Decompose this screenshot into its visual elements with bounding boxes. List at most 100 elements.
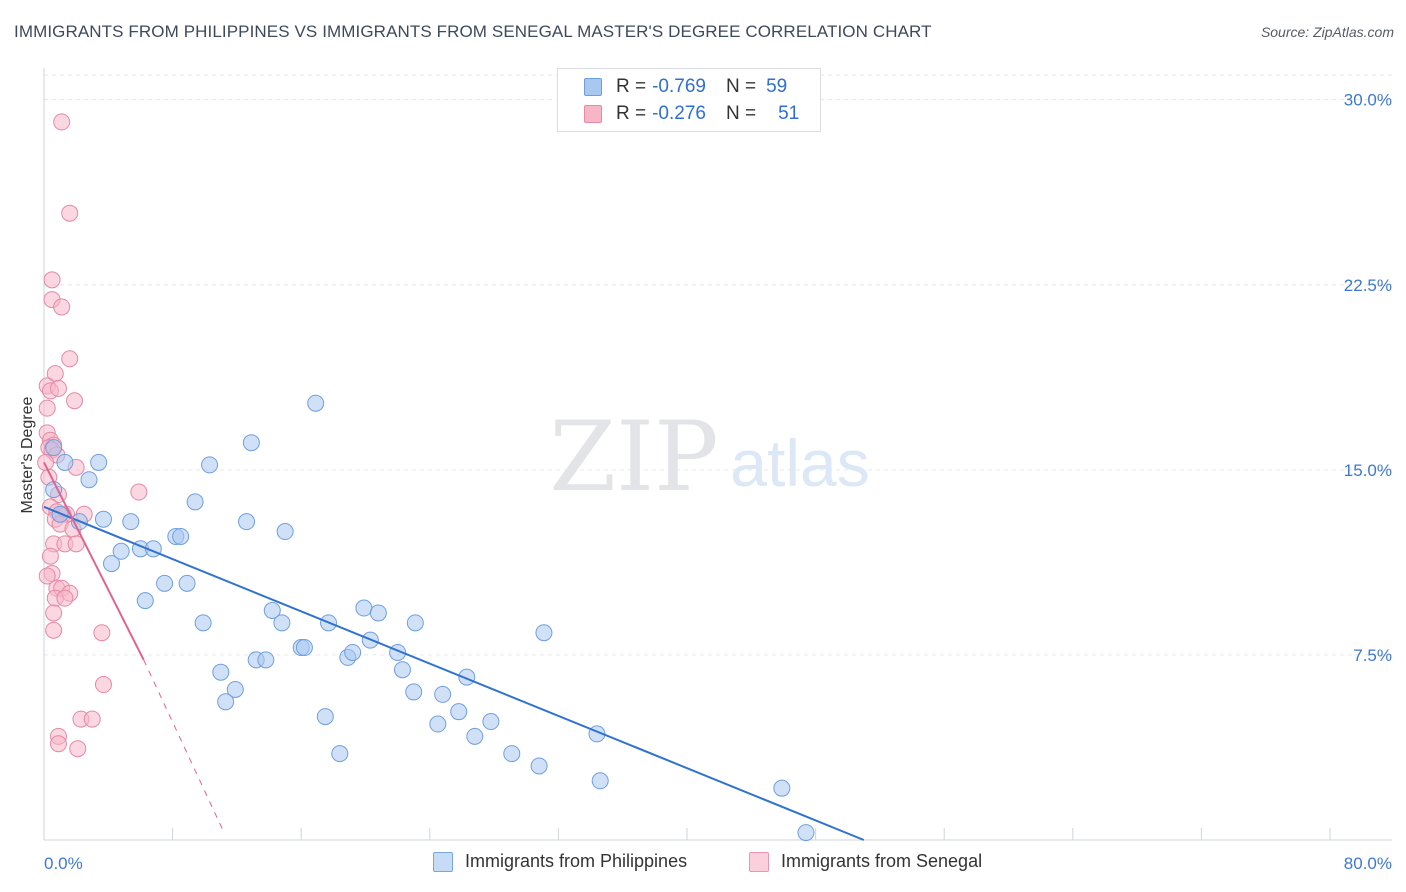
philippines-point — [773, 779, 791, 797]
legend-swatch-philippines — [584, 78, 602, 96]
watermark: ZIP atlas — [549, 401, 869, 513]
senegal-point — [130, 483, 148, 501]
philippines-point — [307, 394, 325, 412]
legend-r-label: R = — [616, 103, 647, 124]
senegal-point — [69, 740, 87, 758]
series-legend: Immigrants from Philippines Immigrants f… — [0, 851, 1406, 877]
senegal-point — [83, 710, 101, 728]
philippines-point — [316, 708, 334, 726]
senegal-point — [53, 298, 71, 316]
philippines-point — [238, 513, 256, 531]
senegal-point — [93, 624, 111, 642]
y-tick-label: 7.5% — [1353, 646, 1392, 665]
legend-label-senegal: Immigrants from Senegal — [781, 851, 983, 871]
senegal-point — [37, 453, 55, 471]
philippines-point — [94, 510, 112, 528]
philippines-point — [450, 703, 468, 721]
x-tick-label-max: 80.0% — [1344, 854, 1392, 873]
philippines-point — [355, 599, 373, 617]
y-tick-labels: 7.5% 15.0% 22.5% 30.0% — [1344, 91, 1392, 665]
philippines-point — [530, 757, 548, 775]
philippines-point — [212, 663, 230, 681]
philippines-point — [405, 683, 423, 701]
legend-swatch-senegal — [749, 851, 769, 872]
legend-r-value: -0.769 — [652, 76, 706, 97]
legend-row-philippines: R = -0.769 N = 59 — [584, 76, 787, 98]
philippines-point — [90, 453, 108, 471]
senegal-point — [45, 621, 63, 639]
philippines-point — [172, 527, 190, 545]
philippines-point — [45, 439, 63, 457]
watermark-atlas: atlas — [730, 426, 869, 500]
philippines-point — [156, 574, 174, 592]
legend-n-label: N = — [725, 76, 757, 97]
legend-item-philippines[interactable]: Immigrants from Philippines — [433, 851, 687, 872]
senegal-point — [66, 392, 84, 410]
trend-lines — [43, 461, 865, 841]
gridlines — [44, 74, 1392, 656]
philippines-point — [273, 614, 291, 632]
legend-r-label: R = — [616, 76, 647, 97]
senegal-trend-line — [43, 461, 145, 661]
senegal-point — [43, 271, 61, 289]
philippines-trend-line — [43, 505, 865, 841]
senegal-point — [49, 379, 67, 397]
legend-n-value: 59 — [766, 76, 788, 97]
philippines-point — [503, 745, 521, 763]
y-axis-label: Master's Degree — [19, 396, 36, 514]
legend-swatch-senegal — [584, 105, 602, 123]
senegal-point — [94, 676, 112, 694]
source-credit: Source: ZipAtlas.com — [1260, 24, 1394, 40]
philippines-point — [45, 481, 63, 499]
y-tick-label: 30.0% — [1344, 91, 1392, 110]
x-tick-labels: 0.0% 80.0% — [44, 854, 1392, 873]
correlation-legend: R = -0.769 N = 59 R = -0.276 N = 51 — [557, 68, 821, 132]
y-tick-label: 15.0% — [1344, 461, 1392, 480]
philippines-point — [226, 680, 244, 698]
philippines-point — [56, 453, 74, 471]
legend-row-senegal: R = -0.276 N = 51 — [584, 103, 799, 125]
senegal-point — [38, 399, 56, 417]
philippines-point — [194, 614, 212, 632]
philippines-point — [136, 592, 154, 610]
legend-r-value: -0.276 — [652, 103, 706, 124]
philippines-point — [434, 685, 452, 703]
philippines-point — [186, 493, 204, 511]
philippines-point — [482, 713, 500, 731]
legend-item-senegal[interactable]: Immigrants from Senegal — [749, 851, 982, 872]
legend-n-label: N = — [725, 103, 757, 124]
chart-title: IMMIGRANTS FROM PHILIPPINES VS IMMIGRANT… — [14, 22, 932, 41]
senegal-point — [49, 735, 67, 753]
senegal-point — [53, 113, 71, 131]
legend-label-philippines: Immigrants from Philippines — [465, 851, 688, 871]
watermark-zip: ZIP — [549, 401, 718, 513]
philippines-point — [122, 513, 140, 531]
philippines-point — [80, 471, 98, 489]
senegal-point — [61, 350, 79, 368]
senegal-points — [37, 113, 148, 758]
philippines-point — [344, 643, 362, 661]
senegal-point — [41, 547, 59, 565]
philippines-point — [276, 523, 294, 541]
x-tick-label-min: 0.0% — [44, 854, 83, 873]
legend-n-value: 51 — [778, 103, 800, 124]
philippines-point — [178, 574, 196, 592]
philippines-point — [295, 639, 313, 657]
legend-swatch-philippines — [433, 851, 453, 872]
philippines-point — [263, 602, 281, 619]
philippines-point — [406, 614, 424, 632]
y-tick-label: 22.5% — [1344, 276, 1392, 295]
philippines-point — [393, 661, 411, 679]
philippines-point — [217, 693, 235, 711]
senegal-trend-extension — [143, 659, 225, 833]
philippines-point — [429, 715, 447, 733]
senegal-point — [45, 604, 63, 622]
philippines-point — [797, 824, 815, 842]
philippines-point — [201, 456, 219, 474]
philippines-point — [466, 727, 484, 745]
philippines-point — [103, 555, 121, 573]
philippines-point — [242, 434, 260, 452]
philippines-point — [369, 604, 387, 622]
philippines-point — [331, 745, 349, 763]
